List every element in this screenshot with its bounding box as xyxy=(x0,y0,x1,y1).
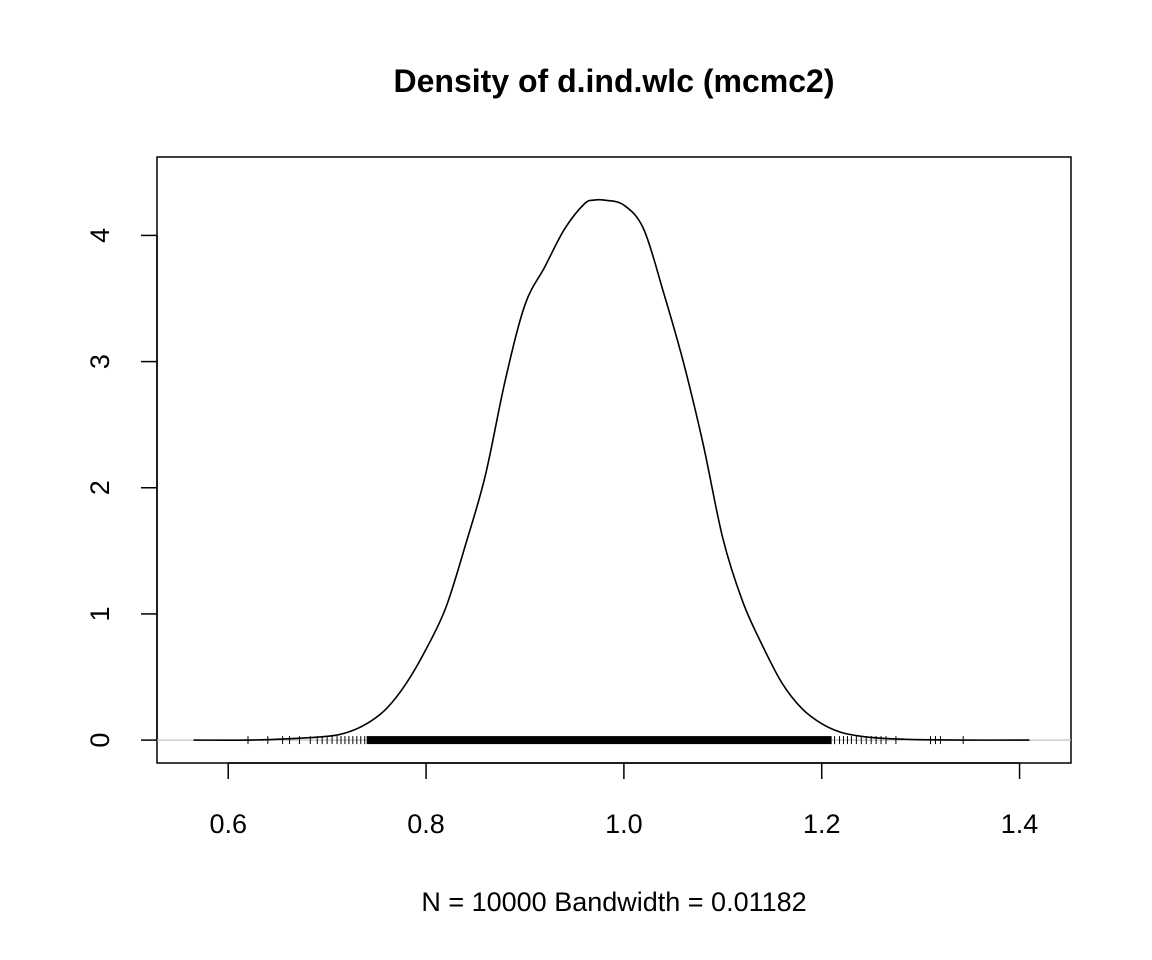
x-axis-label: N = 10000 Bandwidth = 0.01182 xyxy=(421,887,806,917)
x-tick-label: 1.2 xyxy=(803,809,841,839)
y-tick-label: 3 xyxy=(85,354,115,369)
plot-frame xyxy=(156,156,1072,764)
y-tick-label: 1 xyxy=(85,606,115,621)
axes: 0.6 0.8 1.0 1.2 1.4 0 1 2 3 4 xyxy=(85,228,1038,839)
x-tick-label: 0.8 xyxy=(407,809,445,839)
chart-title: Density of d.ind.wlc (mcmc2) xyxy=(394,63,835,99)
x-tick-label: 0.6 xyxy=(209,809,247,839)
y-tick-label: 2 xyxy=(85,480,115,495)
y-tick-label: 0 xyxy=(85,733,115,748)
density-curve xyxy=(193,198,1030,741)
x-tick-label: 1.4 xyxy=(1001,809,1039,839)
x-tick-label: 1.0 xyxy=(605,809,643,839)
y-tick-label: 4 xyxy=(85,228,115,243)
rug-band xyxy=(366,736,832,745)
